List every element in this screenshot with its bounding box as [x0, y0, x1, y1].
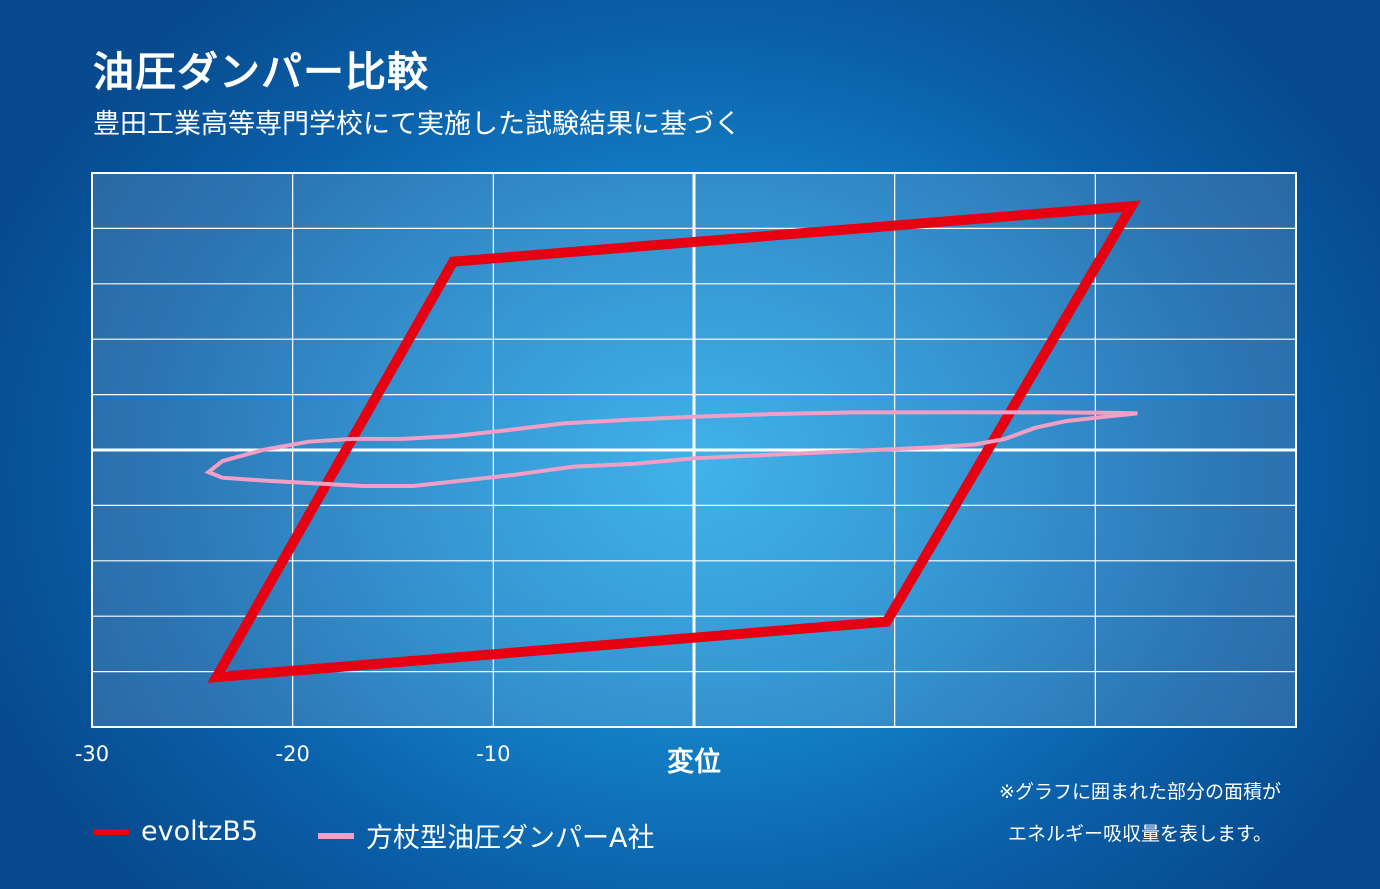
series-evoltz-b5-loop — [207, 200, 1141, 683]
legend-item-evoltz-b5: evoltzB5 — [93, 816, 258, 847]
chart-title: 油圧ダンパー比較 — [93, 48, 429, 96]
plot-frame — [91, 172, 1297, 728]
legend-label: 方杖型油圧ダンパーA社 — [366, 823, 655, 854]
chart-subtitle: 豊田工業高等専門学校にて実施した試験結果に基づく — [93, 109, 741, 140]
note-line-1: ※グラフに囲まれた部分の面積が — [999, 781, 1281, 803]
legend-item-brace-damper-a: 方杖型油圧ダンパーA社 — [318, 816, 654, 855]
note-line-2: エネルギー吸収量を表します。 — [1007, 823, 1273, 845]
legend-swatch-red — [93, 828, 129, 835]
x-tick-label: -20 — [275, 742, 310, 766]
x-tick-label: -30 — [74, 742, 110, 766]
series-brace-damper-a-loop — [204, 410, 1138, 489]
legend-label: evoltzB5 — [141, 816, 259, 847]
x-axis-label: 変位 — [667, 747, 721, 778]
x-tick-label: -10 — [476, 742, 511, 766]
legend-swatch-pink — [318, 832, 354, 839]
